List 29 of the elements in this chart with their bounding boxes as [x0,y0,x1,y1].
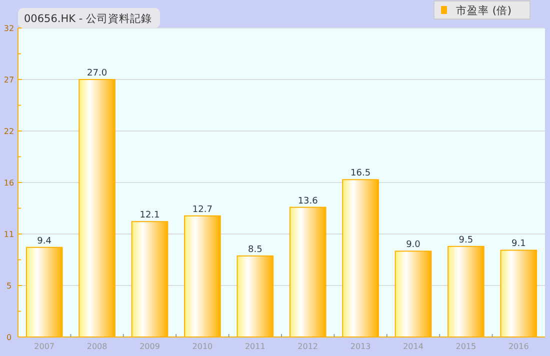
y-tick-label: 27 [4,76,14,84]
legend-label: 市盈率 (倍) [456,4,512,17]
y-tick-label: 22 [4,127,14,136]
x-tick-label: 2015 [456,342,476,351]
x-tick-label: 2010 [192,342,213,351]
data-label: 27.0 [87,68,108,78]
data-label: 12.7 [192,204,212,215]
y-tick-label: 0 [6,333,12,342]
data-label: 9.4 [37,236,52,246]
x-tick-label: 2007 [34,342,55,351]
chart-title: 00656.HK - 公司資料記錄 [24,12,152,25]
x-tick-label: 2011 [244,342,266,351]
y-tick-label: 16 [4,178,14,188]
x-tick-label: 2012 [298,342,318,351]
x-tick-label: 2009 [140,342,160,351]
y-tick-label: 11 [4,230,14,239]
x-tick-label: 2008 [86,342,108,351]
data-label: 8.5 [248,244,262,255]
data-label: 16.5 [350,168,371,179]
data-label: 9.1 [511,239,526,250]
data-label: 12.1 [140,210,160,221]
data-label: 13.6 [298,196,318,206]
data-label: 9.5 [458,235,474,246]
x-tick-label: 2016 [508,342,529,351]
x-tick-label: 2014 [403,342,424,351]
y-tick-label: 32 [4,24,14,33]
y-tick-label: 5 [6,282,12,290]
x-tick-label: 2013 [350,342,371,351]
data-label: 9.0 [406,240,421,250]
